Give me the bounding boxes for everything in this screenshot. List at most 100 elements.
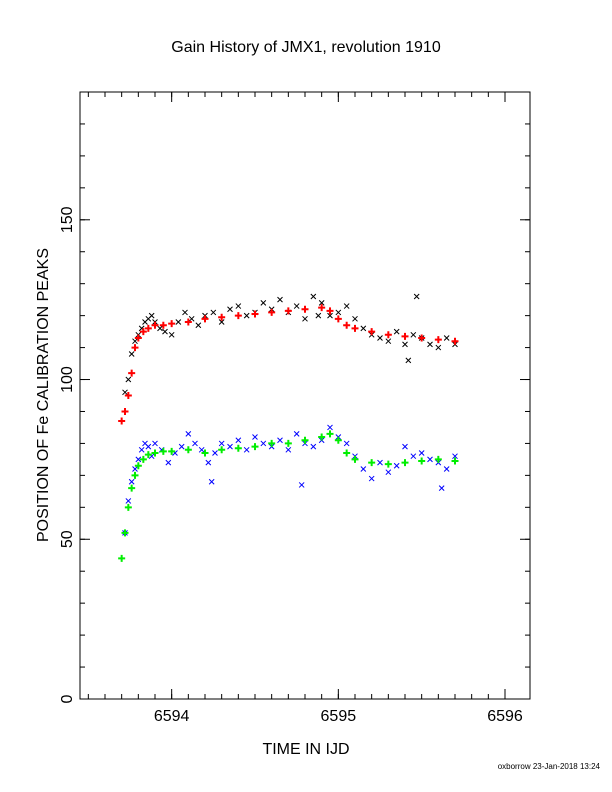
data-point xyxy=(252,434,258,440)
data-point xyxy=(157,325,163,332)
data-point xyxy=(443,335,450,341)
data-point xyxy=(131,344,139,352)
y-tick-label: 0 xyxy=(59,694,76,703)
data-point xyxy=(384,460,392,468)
data-point xyxy=(427,456,433,463)
data-point xyxy=(260,440,267,447)
data-point xyxy=(334,436,342,444)
data-point xyxy=(121,529,129,537)
data-point xyxy=(301,305,309,313)
data-point xyxy=(178,443,185,450)
data-point xyxy=(277,296,283,303)
axis-ticks: 6594 6595 6596 0 50 100 150 xyxy=(59,92,530,725)
data-point xyxy=(315,312,322,319)
data-point xyxy=(131,471,139,479)
data-point xyxy=(201,315,209,323)
data-point xyxy=(148,312,155,319)
y-tick-label: 100 xyxy=(59,366,76,393)
data-point xyxy=(128,369,136,377)
data-point xyxy=(318,299,325,306)
data-marks xyxy=(118,293,459,562)
data-point xyxy=(159,447,167,455)
data-point xyxy=(438,485,445,492)
data-point xyxy=(285,446,292,453)
data-point xyxy=(121,407,129,415)
data-point xyxy=(168,320,176,328)
data-point xyxy=(151,321,159,329)
data-point xyxy=(443,466,450,472)
data-point xyxy=(198,446,205,453)
chart-title: Gain History of JMX1, revolution 1910 xyxy=(171,39,441,56)
data-point xyxy=(418,457,426,465)
data-point xyxy=(343,303,350,309)
data-point xyxy=(118,554,126,562)
data-point xyxy=(132,466,138,472)
data-point xyxy=(184,446,192,454)
data-point xyxy=(385,469,392,476)
data-point xyxy=(327,424,333,431)
data-point xyxy=(268,308,276,316)
data-point xyxy=(368,459,376,467)
data-point xyxy=(218,313,226,321)
data-point xyxy=(343,449,351,457)
data-point xyxy=(195,322,202,329)
data-point xyxy=(144,324,152,332)
data-point xyxy=(377,459,383,466)
series-1 xyxy=(118,304,459,425)
data-point xyxy=(360,325,367,332)
data-point xyxy=(208,478,215,485)
data-point xyxy=(318,304,326,312)
x-axis-label: TIME IN IJD xyxy=(262,741,349,758)
data-point xyxy=(410,453,417,460)
footer-annotation: oxborrow 23-Jan-2018 13:24 xyxy=(498,762,601,771)
data-point xyxy=(124,392,132,399)
plot-frame xyxy=(79,91,531,700)
data-point xyxy=(212,450,218,456)
data-point xyxy=(128,484,136,492)
data-point xyxy=(384,331,392,339)
data-point xyxy=(125,376,132,383)
data-point xyxy=(451,337,459,345)
data-point xyxy=(434,455,442,463)
data-point xyxy=(243,446,250,453)
data-point xyxy=(401,459,409,467)
data-point xyxy=(132,338,138,345)
x-tick-label: 6595 xyxy=(321,708,357,725)
data-point xyxy=(210,309,217,316)
data-point xyxy=(184,318,192,326)
data-point xyxy=(218,319,225,325)
data-point xyxy=(310,443,317,450)
data-point xyxy=(368,328,376,336)
data-point xyxy=(318,433,326,441)
data-point xyxy=(122,389,128,396)
series-0 xyxy=(122,293,458,396)
data-point xyxy=(251,443,259,451)
data-point xyxy=(251,310,259,318)
data-point xyxy=(298,482,305,488)
data-point xyxy=(368,475,375,482)
data-point xyxy=(284,439,292,447)
data-point xyxy=(243,312,250,319)
data-point xyxy=(268,439,276,447)
data-point xyxy=(182,309,188,316)
data-point xyxy=(134,462,142,470)
data-point xyxy=(393,462,400,469)
data-point xyxy=(124,503,132,511)
data-point xyxy=(385,338,392,345)
data-point xyxy=(352,315,358,322)
data-point xyxy=(401,332,409,340)
data-point xyxy=(334,315,342,323)
data-point xyxy=(326,307,334,315)
data-point xyxy=(293,303,300,309)
data-point xyxy=(402,443,408,450)
data-point xyxy=(125,498,132,504)
data-point xyxy=(152,440,158,447)
data-point xyxy=(360,466,367,472)
data-point xyxy=(168,331,175,338)
data-point xyxy=(134,334,142,342)
y-tick-label: 50 xyxy=(59,530,76,548)
data-point xyxy=(185,430,192,437)
x-tick-label: 6594 xyxy=(154,708,190,725)
data-point xyxy=(227,306,233,313)
